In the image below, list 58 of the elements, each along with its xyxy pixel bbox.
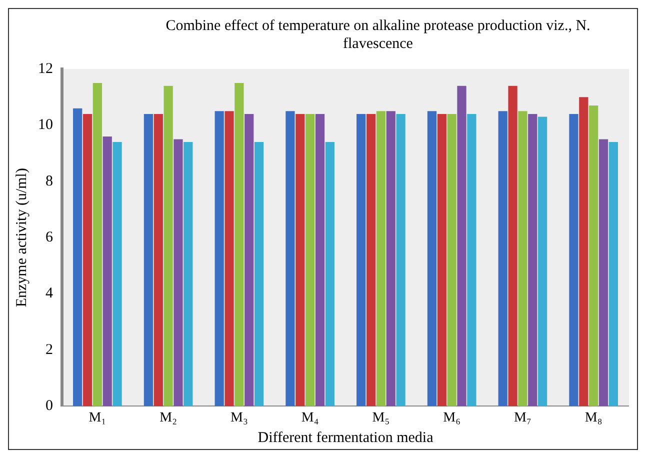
- bar: [244, 114, 254, 406]
- y-tick-label: 4: [46, 286, 54, 302]
- y-tick-label: 6: [46, 230, 54, 246]
- y-tick-label: 8: [46, 173, 53, 190]
- x-tick-label: M₄: [301, 410, 319, 426]
- bar: [396, 114, 406, 406]
- bar: [538, 116, 548, 406]
- bar: [386, 111, 396, 406]
- x-tick-label: M₅: [372, 410, 390, 426]
- y-tick-label: 0: [46, 398, 53, 414]
- bar: [437, 114, 446, 406]
- bar: [286, 111, 295, 406]
- bar: [102, 136, 112, 406]
- chart-title: Combine effect of temperature on alkaline protease production viz., N. flavescence: [164, 17, 592, 54]
- x-tick-label: M₁: [88, 410, 106, 426]
- x-tick-label: M₃: [230, 410, 248, 426]
- bar: [528, 114, 538, 406]
- bar: [315, 114, 325, 406]
- bar: [498, 111, 508, 406]
- bar: [154, 114, 163, 406]
- bar: [164, 86, 173, 406]
- y-tick-label: 2: [46, 342, 53, 358]
- bar: [174, 139, 183, 406]
- bar: [427, 111, 437, 406]
- y-axis-title: Enzyme activity (u/ml): [14, 168, 30, 308]
- bar: [366, 114, 376, 406]
- x-axis-title: Different fermentation media: [258, 430, 434, 446]
- bar: [184, 142, 193, 406]
- bar: [457, 86, 466, 406]
- bar: [144, 114, 154, 406]
- y-tick-label: 12: [38, 60, 53, 77]
- bar: [608, 142, 618, 406]
- x-tick-label: M₂: [160, 410, 178, 426]
- bar: [254, 142, 264, 406]
- bar: [447, 114, 456, 406]
- bar: [376, 111, 386, 406]
- bar: [296, 114, 305, 406]
- bar: [508, 86, 518, 406]
- bar: [356, 114, 366, 406]
- bar: [467, 114, 476, 406]
- bar: [579, 97, 588, 406]
- x-tick-label: M₆: [443, 410, 461, 426]
- bar: [92, 83, 102, 406]
- y-tick-label: 10: [38, 117, 53, 134]
- x-tick-label: M₇: [514, 410, 532, 426]
- bar: [518, 111, 528, 406]
- bar: [73, 108, 82, 406]
- bar: [598, 139, 608, 406]
- bar: [224, 111, 234, 406]
- bar: [234, 83, 244, 406]
- x-tick-label: M₈: [584, 410, 602, 426]
- bar: [589, 106, 598, 406]
- bar: [214, 111, 224, 406]
- bar: [569, 114, 578, 406]
- bar: [306, 114, 315, 406]
- bar: [325, 142, 334, 406]
- bar: [82, 114, 92, 406]
- bar: [112, 142, 122, 406]
